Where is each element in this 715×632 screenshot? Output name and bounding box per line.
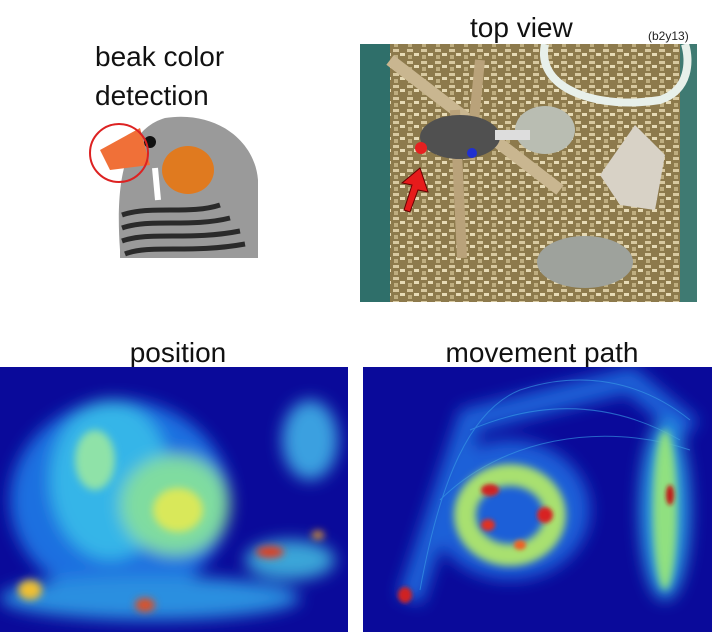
image-shape xyxy=(162,146,214,194)
image-shape xyxy=(537,507,553,523)
image-shape xyxy=(360,44,390,302)
bird-id: (b2y13) xyxy=(648,29,689,43)
image-group xyxy=(398,484,674,603)
image-shape xyxy=(467,148,477,158)
image-shape xyxy=(124,241,246,257)
image-shape xyxy=(152,167,161,201)
panel-title: top view xyxy=(470,12,573,43)
image-shape xyxy=(600,125,665,210)
image-shape xyxy=(18,580,42,600)
image-group xyxy=(454,430,677,590)
image-shape xyxy=(653,430,677,590)
image-shape xyxy=(121,215,231,231)
image-shape xyxy=(680,44,697,302)
panel-title: position xyxy=(130,337,227,368)
image-shape xyxy=(537,236,633,288)
bird-head-image xyxy=(100,116,258,259)
image-shape xyxy=(100,128,150,170)
image-shape xyxy=(514,540,526,550)
image-shape xyxy=(454,464,566,566)
image-group xyxy=(121,202,246,257)
image-shape xyxy=(419,379,691,591)
image-shape xyxy=(121,202,221,218)
image-shape xyxy=(469,408,681,441)
image-shape xyxy=(135,598,155,612)
beak-highlight-circle xyxy=(89,123,149,183)
movement-heatmap xyxy=(363,367,712,632)
image-shape xyxy=(282,400,338,480)
image-shape xyxy=(400,167,429,213)
panel-title: beak color xyxy=(95,41,224,72)
panel-title: detection xyxy=(95,80,209,111)
image-shape xyxy=(481,519,495,531)
image-shape xyxy=(415,142,427,154)
image-shape xyxy=(153,488,203,532)
image-shape xyxy=(398,367,699,604)
image-shape xyxy=(495,130,530,140)
image-shape xyxy=(0,576,300,620)
image-shape xyxy=(312,531,324,539)
image-shape xyxy=(539,44,692,107)
image-group xyxy=(18,430,324,612)
image-shape xyxy=(481,484,499,496)
image-shape xyxy=(245,540,335,580)
image-shape xyxy=(666,485,674,505)
image-shape xyxy=(420,115,500,159)
image-group xyxy=(419,379,691,591)
image-shape xyxy=(515,106,575,154)
top-view-photo xyxy=(360,44,697,302)
image-shape xyxy=(256,546,284,558)
image-shape xyxy=(398,587,412,603)
image-shape xyxy=(439,435,691,501)
image-shape xyxy=(121,228,241,244)
panel-title: movement path xyxy=(446,337,639,368)
image-shape xyxy=(75,430,115,490)
position-heatmap xyxy=(0,367,348,632)
